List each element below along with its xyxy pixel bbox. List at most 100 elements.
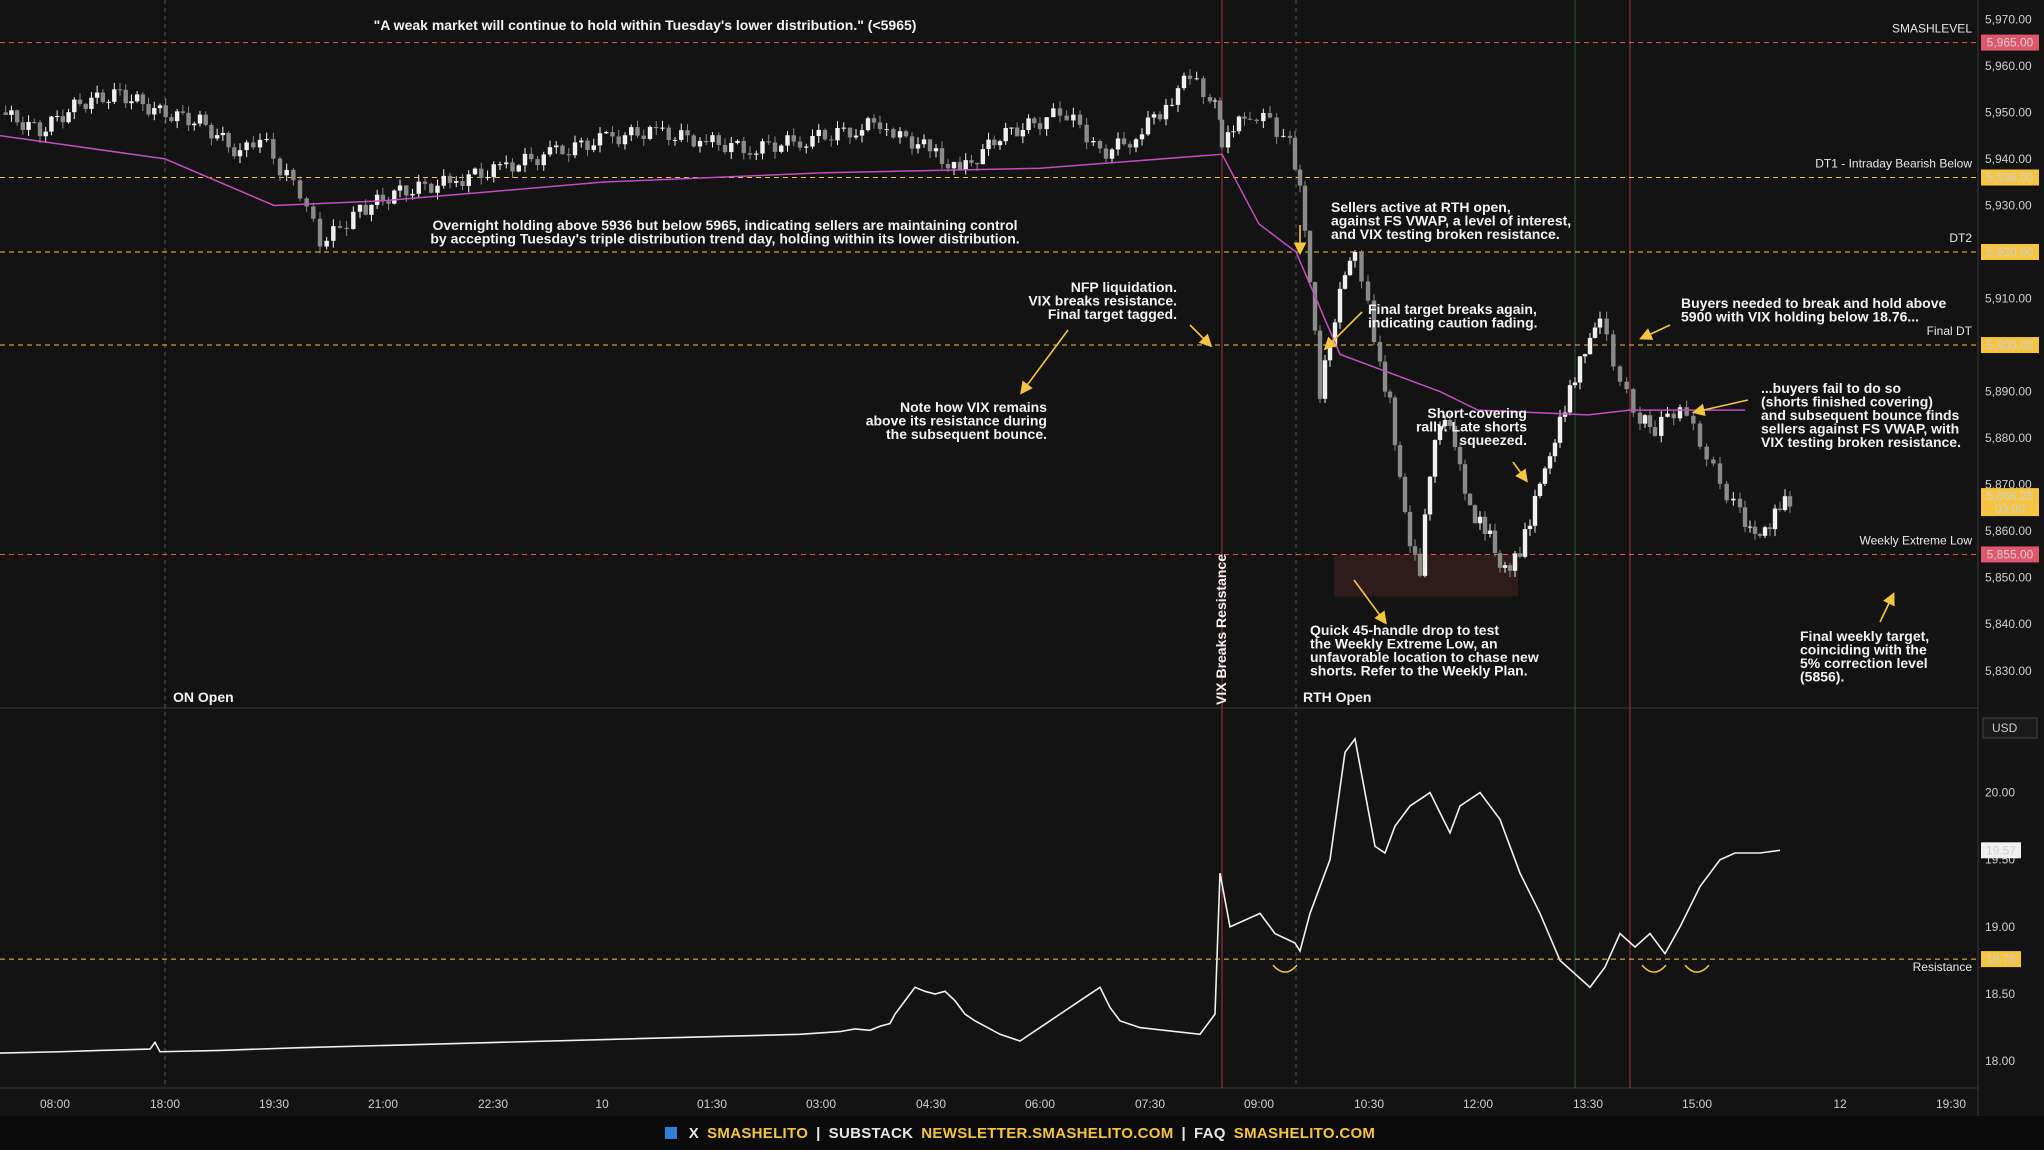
candle-body <box>1467 493 1473 506</box>
time-tick-label: 04:30 <box>916 1097 946 1111</box>
level-price-tag <box>1981 337 2039 354</box>
candle-body <box>317 218 323 247</box>
candle-body <box>1236 116 1242 132</box>
candle-body <box>380 194 386 202</box>
candle-body <box>635 127 640 136</box>
candle-body <box>1497 553 1503 568</box>
candle-body <box>1145 117 1151 135</box>
candle-body <box>522 153 528 166</box>
vix-last-tag <box>1981 842 2021 859</box>
candle-body <box>1684 407 1689 416</box>
candle-body <box>1617 366 1623 382</box>
candle-body <box>9 110 14 116</box>
candle-body <box>716 135 721 145</box>
candle-body <box>679 130 684 140</box>
candle-body <box>1003 128 1008 142</box>
candle-body <box>117 89 123 91</box>
candle-body <box>357 204 363 212</box>
currency-box[interactable] <box>1982 717 2038 739</box>
candle-body <box>915 144 921 149</box>
time-tick-label: 13:30 <box>1573 1097 1603 1111</box>
candle-body <box>729 143 734 153</box>
price-tick-label: 5,860.00 <box>1985 524 2032 538</box>
candle-body <box>1711 459 1716 464</box>
footer-sep: | <box>1181 1124 1187 1142</box>
candle-body <box>1412 546 1418 554</box>
candle-body <box>123 89 128 104</box>
candle-body <box>20 122 26 130</box>
footer-substack-link[interactable]: NEWSLETTER.SMASHELITO.COM <box>921 1124 1174 1142</box>
level-label: SMASHLEVEL <box>1892 22 1972 36</box>
candle-body <box>1392 397 1398 446</box>
candle-body <box>897 131 903 138</box>
candle-body <box>1254 119 1259 122</box>
candle-body <box>504 162 509 165</box>
nfp-note: Final target tagged. <box>1048 306 1177 322</box>
candle-body <box>986 139 991 150</box>
candle-body <box>1762 527 1768 536</box>
vix-note: above its resistance during <box>866 413 1047 429</box>
time-tick-label: 10 <box>595 1097 609 1111</box>
candle-body <box>1677 407 1683 419</box>
candle-body <box>1219 119 1225 148</box>
candle-body <box>797 141 803 148</box>
candle-body <box>479 168 484 178</box>
final-target-note: Final target breaks again, <box>1368 301 1537 317</box>
candle-body <box>257 139 263 148</box>
annotation-arrow <box>1879 592 1895 623</box>
footer-x-handle[interactable]: SMASHELITO <box>707 1124 809 1142</box>
level-label: Final DT <box>1927 324 1973 338</box>
candle-body <box>32 121 37 123</box>
footer-faq-link[interactable]: SMASHELITO.COM <box>1233 1124 1376 1142</box>
candle-body <box>454 181 459 183</box>
time-tick-label: 03:00 <box>806 1097 836 1111</box>
candle-body <box>1477 516 1483 524</box>
candle-body <box>1322 360 1328 399</box>
candle-body <box>1297 169 1303 186</box>
vix-break-vertical-label: VIX Breaks Resistance <box>1213 554 1229 705</box>
candle-body <box>485 177 490 179</box>
candle-body <box>1332 322 1338 347</box>
time-tick-label: 12:00 <box>1463 1097 1493 1111</box>
candle-body <box>1057 108 1063 116</box>
candle-body <box>1447 420 1453 426</box>
candle-body <box>152 108 157 115</box>
candle-body <box>1387 391 1393 398</box>
footer-substack-label: SUBSTACK <box>828 1124 914 1142</box>
candles <box>3 68 1793 578</box>
candle-body <box>1502 565 1508 568</box>
candle-body <box>841 127 846 129</box>
price-tick-label: 5,880.00 <box>1985 431 2032 445</box>
candle-body <box>54 116 60 118</box>
candle-body <box>1109 149 1115 159</box>
candle-body <box>220 132 226 136</box>
candle-body <box>672 139 678 141</box>
candle-body <box>1312 282 1318 331</box>
candle-body <box>1181 75 1187 89</box>
price-tick-label: 5,960.00 <box>1985 59 2032 73</box>
candle-body <box>1281 135 1286 137</box>
level-price-text: 5,965.00 <box>1987 36 2034 50</box>
candle-body <box>710 135 715 143</box>
candle-body <box>386 201 391 204</box>
candle-body <box>1647 415 1653 428</box>
candle-body <box>460 181 465 186</box>
weekly-target-note: Final weekly target, <box>1800 628 1929 644</box>
candle-body <box>1582 354 1588 357</box>
candle-body <box>1432 440 1438 477</box>
candle-body <box>291 169 296 181</box>
candle-body <box>1782 496 1788 510</box>
short-cover-note: rally. Late shorts <box>1416 419 1527 435</box>
candle-body <box>516 165 521 172</box>
candle-body <box>203 114 208 125</box>
candle-body <box>392 190 397 204</box>
candle-body <box>157 105 163 109</box>
candle-body <box>37 122 43 137</box>
candle-body <box>1342 275 1348 289</box>
candle-body <box>1084 124 1089 143</box>
candle-body <box>277 158 283 176</box>
buyers-fail-note: VIX testing broken resistance. <box>1761 434 1961 450</box>
vix-note: Note how VIX remains <box>900 399 1047 415</box>
candle-body <box>1151 114 1157 118</box>
candle-body <box>112 89 117 102</box>
